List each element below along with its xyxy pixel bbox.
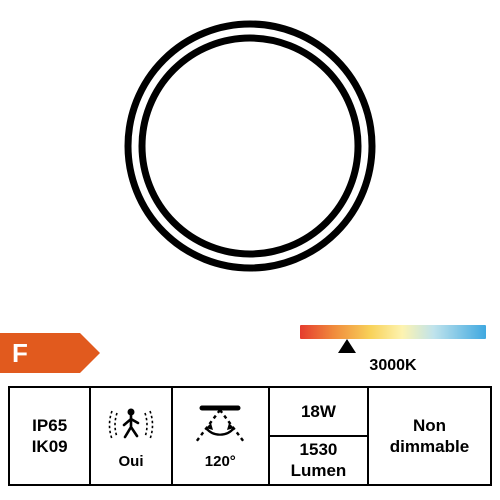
energy-label: F [0, 333, 100, 373]
cell-sensor: Oui [91, 388, 172, 484]
cct-value: 3000K [300, 357, 486, 375]
cct-gradient-bar [300, 325, 486, 339]
double-ring-icon [122, 18, 378, 274]
cell-ratings: IP65 IK09 [10, 388, 91, 484]
cell-dimmable: Non dimmable [369, 388, 490, 484]
cct-indicator: 3000K [300, 325, 486, 377]
dimmable-line1: Non [413, 415, 446, 436]
lumen: 1530 Lumen [270, 437, 367, 484]
beam-label: 120° [205, 453, 236, 472]
cell-beam: 120° [173, 388, 270, 484]
lumen-unit: Lumen [291, 461, 347, 481]
lumen-value: 1530 [291, 440, 347, 460]
wattage: 18W [270, 388, 367, 437]
beam-angle-icon [184, 401, 256, 449]
product-outline [122, 18, 378, 274]
sensor-label: Oui [119, 453, 144, 472]
energy-letter: F [12, 333, 52, 373]
dimmable-line2: dimmable [390, 436, 469, 457]
ik-rating: IK09 [32, 436, 68, 457]
mid-row: F 3000K [0, 325, 500, 377]
ip-rating: IP65 [32, 415, 67, 436]
motion-sensor-icon [105, 401, 157, 449]
spec-table: IP65 IK09 Oui [8, 386, 492, 486]
cct-pointer-icon [338, 339, 356, 353]
cell-power: 18W 1530 Lumen [270, 388, 369, 484]
